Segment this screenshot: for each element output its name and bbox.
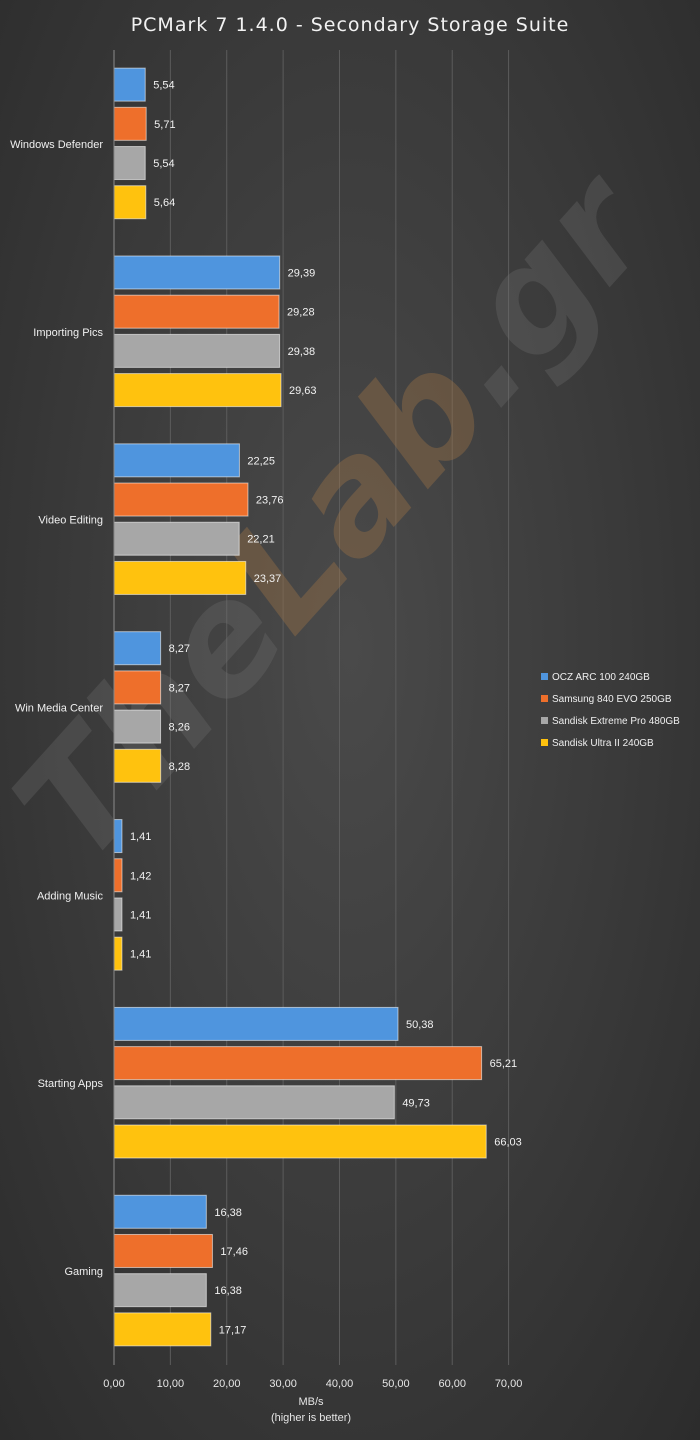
legend-swatch (541, 717, 548, 724)
data-label: 29,39 (288, 267, 316, 279)
data-label: 5,64 (154, 197, 175, 209)
legend-label: Sandisk Ultra II 240GB (552, 738, 654, 749)
legend: OCZ ARC 100 240GB Samsung 840 EVO 250GB Sa… (541, 672, 680, 749)
data-label: 1,41 (130, 909, 151, 921)
bar (113, 482, 249, 517)
bar (113, 294, 280, 329)
legend-swatch (541, 739, 548, 746)
axes: 0,00 10,00 20,00 30,00 40,00 50,00 60,00 70,00 W… (10, 50, 522, 1390)
data-label: 17,46 (220, 1246, 248, 1258)
bar (113, 748, 162, 783)
data-label: 5,54 (153, 158, 174, 170)
bar (113, 631, 162, 666)
x-tick-label: 20,00 (213, 1378, 241, 1390)
bar (113, 1046, 483, 1081)
data-label: 5,54 (153, 80, 174, 92)
data-label: 16,38 (214, 1285, 242, 1297)
legend-swatch (541, 673, 548, 680)
chart-title: PCMark 7 1.4.0 - Secondary Storage Suite (131, 14, 570, 36)
bar (113, 1194, 207, 1229)
watermark-text: TheLab.gr (0, 138, 688, 895)
watermark: TheLab.gr (0, 138, 688, 895)
bar (113, 858, 123, 893)
bar (113, 897, 123, 932)
data-label: 22,21 (247, 534, 275, 546)
bar (113, 936, 123, 971)
legend-swatch (541, 695, 548, 702)
x-axis-subtitle: (higher is better) (271, 1412, 351, 1424)
bar (113, 146, 146, 181)
data-label: 1,42 (130, 870, 151, 882)
bar (113, 185, 147, 220)
data-label: 29,63 (289, 385, 317, 397)
x-axis-title: MB/s (298, 1396, 324, 1408)
y-category-label: Importing Pics (33, 327, 103, 339)
bar (113, 560, 247, 595)
bar (113, 1312, 212, 1347)
x-tick-label: 60,00 (438, 1378, 466, 1390)
bar (113, 709, 162, 744)
y-category-label: Starting Apps (38, 1078, 104, 1090)
data-label: 17,17 (219, 1324, 247, 1336)
bar (113, 521, 240, 556)
bar (113, 443, 240, 478)
bar (113, 1273, 207, 1308)
legend-label: Sandisk Extreme Pro 480GB (552, 716, 680, 727)
bar (113, 1006, 399, 1041)
x-tick-label: 70,00 (495, 1378, 523, 1390)
data-label: 16,38 (214, 1207, 242, 1219)
data-label: 23,37 (254, 573, 282, 585)
data-label: 1,41 (130, 831, 151, 843)
data-label: 5,71 (154, 119, 175, 131)
data-label: 8,27 (169, 643, 190, 655)
data-label: 23,76 (256, 495, 284, 507)
y-category-label: Windows Defender (10, 139, 103, 151)
y-category-label: Gaming (64, 1266, 103, 1278)
data-label: 29,28 (287, 307, 315, 319)
data-label: 8,28 (169, 761, 190, 773)
y-category-label: Video Editing (38, 515, 103, 527)
legend-label: OCZ ARC 100 240GB (552, 672, 650, 683)
y-category-label: Win Media Center (15, 703, 103, 715)
bar (113, 670, 162, 705)
bar (113, 1085, 395, 1120)
bars (113, 67, 487, 1347)
bar (113, 67, 146, 102)
data-label: 29,38 (288, 346, 316, 358)
data-label: 8,26 (169, 722, 190, 734)
bar (113, 373, 282, 408)
x-tick-label: 30,00 (269, 1378, 297, 1390)
bar (113, 106, 147, 141)
data-label: 49,73 (402, 1097, 430, 1109)
x-tick-label: 50,00 (382, 1378, 410, 1390)
bar (113, 333, 281, 368)
x-tick-label: 0,00 (103, 1378, 124, 1390)
y-category-label: Adding Music (37, 890, 104, 902)
bar (113, 255, 281, 290)
data-label: 66,03 (494, 1137, 522, 1149)
bar (113, 1124, 487, 1159)
data-label: 22,25 (247, 455, 275, 467)
data-label: 1,41 (130, 949, 151, 961)
bar (113, 819, 123, 854)
data-label: 50,38 (406, 1019, 434, 1031)
data-label: 65,21 (490, 1058, 518, 1070)
bar (113, 1233, 213, 1268)
x-tick-label: 10,00 (157, 1378, 185, 1390)
data-label: 8,27 (169, 682, 190, 694)
legend-label: Samsung 840 EVO 250GB (552, 694, 672, 705)
x-tick-label: 40,00 (326, 1378, 354, 1390)
data-labels: 5,54 5,71 5,54 5,64 29,39 29,28 29,38 29,63 22,2… (130, 80, 522, 1337)
